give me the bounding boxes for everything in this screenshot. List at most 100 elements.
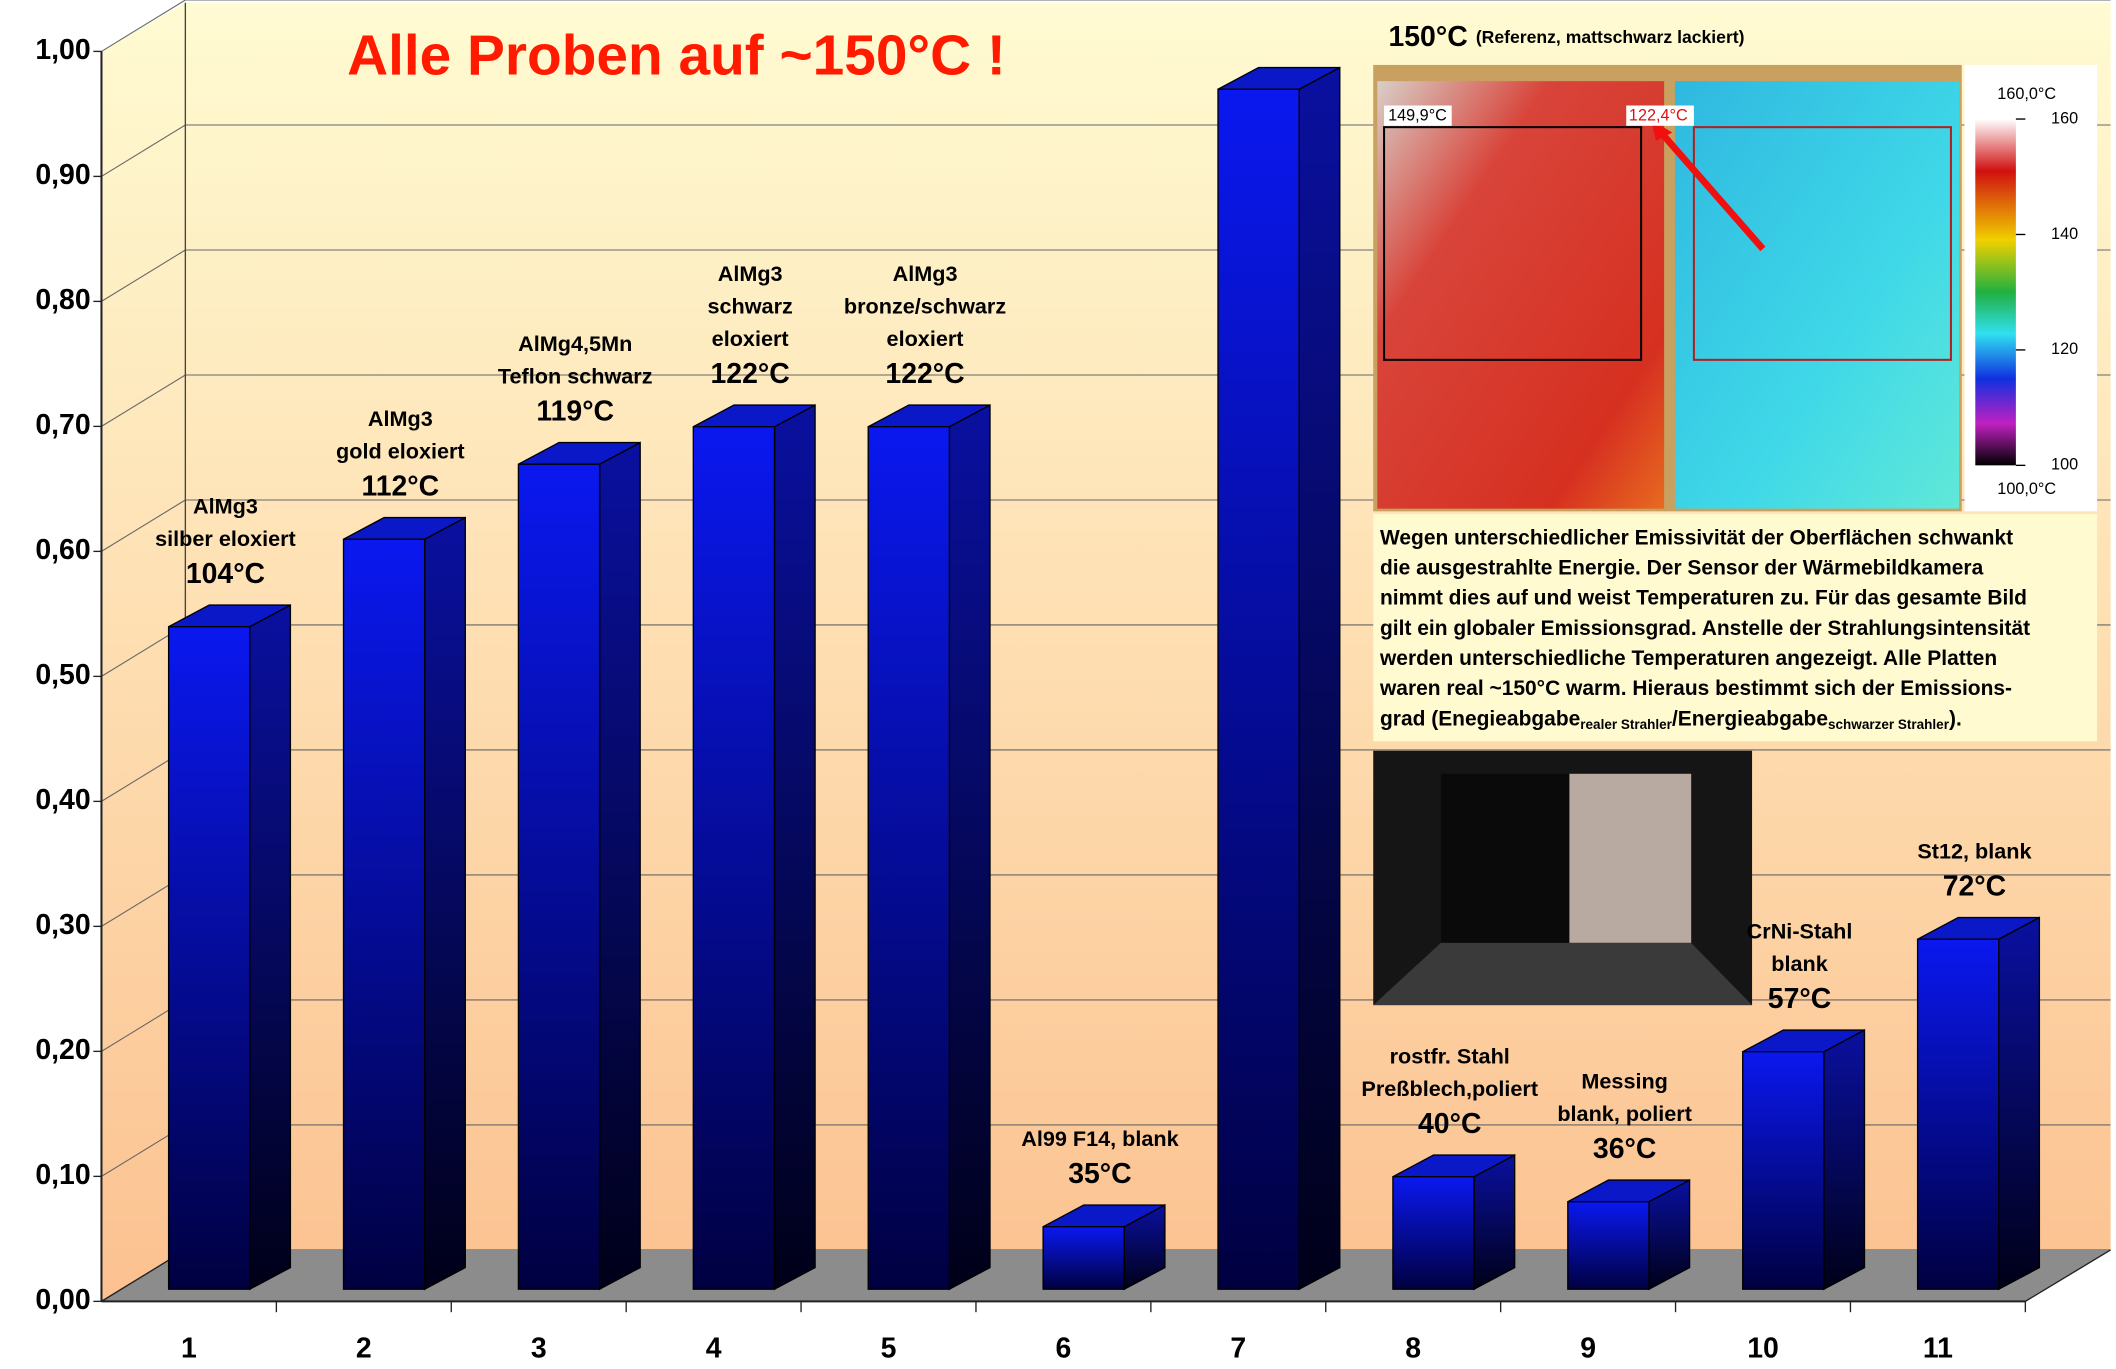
colorbar-tick-label: 100 [2051, 456, 2078, 474]
bar-side [600, 443, 641, 1290]
bar-temperature: 104°C [186, 558, 265, 590]
bar [1043, 1227, 1124, 1289]
spot-label: 122,4°C [1629, 107, 1688, 125]
thermal-hot-plate [1377, 81, 1664, 508]
bar-label: Messing [1581, 1068, 1668, 1093]
y-tick-label: 0,10 [35, 1159, 90, 1191]
y-tick-label: 0,20 [35, 1034, 90, 1066]
x-tick-label: 5 [881, 1333, 897, 1365]
bar [693, 427, 774, 1289]
explanation-line: die ausgestrahlte Energie. Der Sensor de… [1380, 556, 1984, 579]
spot-label: 149,9°C [1388, 107, 1447, 125]
bar-side [1824, 1030, 1865, 1289]
bar-temperature: 35°C [1068, 1158, 1131, 1190]
x-tick-label: 6 [1056, 1333, 1072, 1365]
bar-label: schwarz [707, 293, 793, 318]
y-tick-label: 0,00 [35, 1284, 90, 1316]
chart-title: Alle Proben auf ~150°C ! [347, 25, 1006, 88]
x-tick-label: 4 [706, 1333, 722, 1365]
reference-temp: 150°C [1388, 20, 1467, 52]
explanation-text: waren real ~150°C warm. Hieraus bestimmt… [1379, 677, 2012, 700]
photo-plate-black [1441, 774, 1570, 943]
bar-label: blank, poliert [1557, 1101, 1692, 1126]
y-tick-label: 0,60 [35, 534, 90, 566]
y-tick-label: 0,30 [35, 909, 90, 941]
reference-note: (Referenz, mattschwarz lackiert) [1476, 27, 1745, 47]
y-tick-label: 0,50 [35, 659, 90, 691]
bar-label: AlMg3 [718, 261, 783, 286]
bar-label: Teflon schwarz [498, 363, 653, 388]
bar [1218, 89, 1299, 1289]
colorbar-tick-label: 120 [2051, 340, 2078, 358]
x-tick-label: 8 [1405, 1333, 1421, 1365]
x-tick-label: 10 [1747, 1333, 1779, 1365]
explanation-text: werden unterschiedliche Temperaturen ang… [1379, 647, 1997, 670]
bar-label: AlMg3 [893, 261, 958, 286]
y-tick-label: 0,70 [35, 409, 90, 441]
x-tick-label: 9 [1580, 1333, 1596, 1365]
bar-side [1299, 68, 1340, 1290]
bar-temperature: 112°C [362, 470, 440, 502]
bar [518, 464, 599, 1289]
explanation-line: waren real ~150°C warm. Hieraus bestimmt… [1379, 677, 2012, 700]
explanation-line: werden unterschiedliche Temperaturen ang… [1379, 647, 1997, 670]
explanation-text: ). [1949, 707, 1962, 730]
bar-temperature: 119°C [536, 395, 614, 427]
bar-temperature: 72°C [1943, 870, 2006, 902]
explanation-text: /Energieabgabe [1672, 707, 1828, 730]
bar-side [949, 405, 990, 1289]
y-tick-label: 1,00 [35, 34, 90, 66]
subscript: schwarzer Strahler [1828, 716, 1950, 731]
y-tick-label: 0,40 [35, 784, 90, 816]
bar-label: silber eloxiert [155, 526, 296, 551]
bar-label: blank [1771, 951, 1828, 976]
explanation-line: gilt ein globaler Emissionsgrad. Anstell… [1380, 616, 2030, 639]
bar-temperature: 40°C [1418, 1108, 1481, 1140]
bar [1568, 1202, 1649, 1289]
explanation-line: nimmt dies auf und weist Temperaturen zu… [1380, 586, 2027, 609]
oven-photo [1373, 751, 1752, 1005]
y-tick-label: 0,80 [35, 284, 90, 316]
bar-label: AlMg4,5Mn [518, 331, 632, 356]
explanation-text: Wegen unterschiedlicher Emissivität der … [1380, 526, 2013, 549]
x-tick-label: 7 [1230, 1333, 1246, 1365]
explanation-line: Wegen unterschiedlicher Emissivität der … [1380, 526, 2013, 549]
bar-label: rostfr. Stahl [1390, 1043, 1510, 1068]
x-tick-label: 2 [356, 1333, 372, 1365]
bar-label: AlMg3 [368, 406, 433, 431]
bar-side [1474, 1155, 1515, 1289]
bar-temperature: 36°C [1593, 1133, 1656, 1165]
x-tick-label: 11 [1923, 1333, 1953, 1365]
bar-label: AlMg3 [193, 493, 258, 518]
y-tick-label: 0,90 [35, 159, 90, 191]
bar-label: bronze/schwarz [844, 293, 1006, 318]
colorbar-max: 160,0°C [1997, 85, 2056, 103]
bar-temperature: 122°C [885, 358, 964, 390]
thermal-cool-plate [1675, 81, 1959, 508]
x-tick-label: 3 [531, 1333, 547, 1365]
bar [1743, 1052, 1824, 1289]
bar-label: eloxiert [887, 326, 964, 351]
subscript: realer Strahler [1580, 716, 1672, 731]
bar-label: St12, blank [1917, 838, 2032, 863]
bar-temperature: 57°C [1768, 983, 1831, 1015]
bar-label: Al99 F14, blank [1021, 1126, 1179, 1151]
explanation-text: die ausgestrahlte Energie. Der Sensor de… [1380, 556, 1984, 579]
chart: Alle Proben auf ~150°C ! 149,9°C 122,4°C… [0, 0, 2116, 1369]
bar [169, 627, 250, 1289]
bar-label: Preßblech,poliert [1361, 1076, 1538, 1101]
colorbar-tick-label: 160 [2051, 109, 2078, 127]
bar-label: CrNi-Stahl [1747, 918, 1853, 943]
bar [1393, 1177, 1474, 1289]
colorbar [1975, 119, 2016, 465]
bar [868, 427, 949, 1289]
colorbar-tick-label: 140 [2051, 225, 2078, 243]
explanation-text: gilt ein globaler Emissionsgrad. Anstell… [1380, 616, 2030, 639]
bar [1918, 939, 1999, 1289]
explanation-text: nimmt dies auf und weist Temperaturen zu… [1380, 586, 2027, 609]
bar-side [250, 605, 291, 1289]
thermal-image: 149,9°C 122,4°C 160,0°C 100,0°C 160 140 12… [1373, 65, 2097, 511]
colorbar-min: 100,0°C [1997, 480, 2056, 498]
bar-temperature: 122°C [711, 358, 790, 390]
bar-label: eloxiert [712, 326, 789, 351]
